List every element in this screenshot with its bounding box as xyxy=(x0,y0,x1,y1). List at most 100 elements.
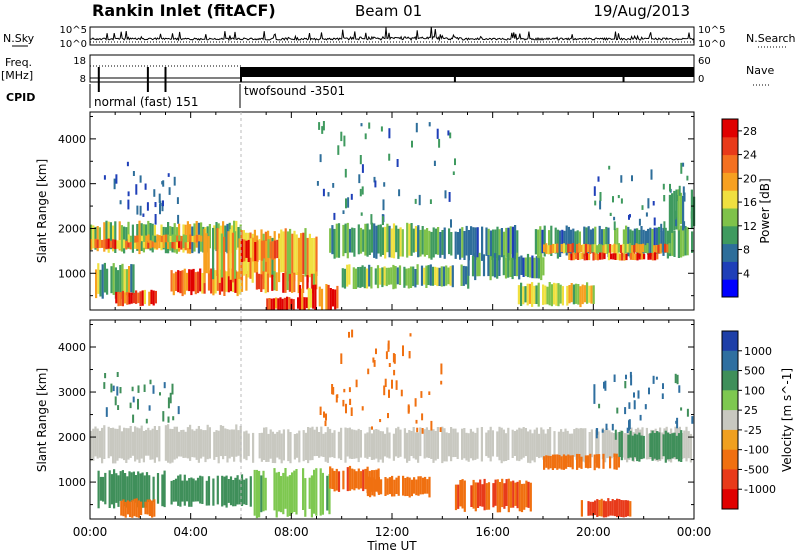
heatmap-cell xyxy=(518,480,521,512)
heatmap-cell xyxy=(579,286,582,308)
heatmap-cell xyxy=(636,434,639,462)
heatmap-cell xyxy=(553,431,556,456)
heatmap-scatter-cell xyxy=(613,374,616,382)
heatmap-scatter-cell xyxy=(683,192,686,202)
heatmap-scatter-cell xyxy=(342,210,345,214)
heatmap-cell xyxy=(243,239,246,262)
heatmap-cell xyxy=(192,478,195,502)
heatmap-cell xyxy=(625,253,628,261)
y-tick-label: 4000 xyxy=(58,341,86,354)
heatmap-cell xyxy=(529,257,532,278)
heatmap-cell xyxy=(565,225,568,256)
heatmap-cell xyxy=(129,235,133,243)
heatmap-cell xyxy=(472,431,475,461)
heatmap-cell xyxy=(143,289,146,305)
heatmap-cell xyxy=(135,290,138,304)
heatmap-cell xyxy=(213,431,216,460)
heatmap-cell xyxy=(600,244,603,253)
power-colorbar-swatch xyxy=(722,154,738,173)
heatmap-cell xyxy=(237,430,240,456)
heatmap-cell xyxy=(659,243,662,254)
heatmap-cell xyxy=(362,469,365,492)
heatmap-cell xyxy=(137,500,140,518)
heatmap-cell xyxy=(129,239,132,250)
heatmap-cell xyxy=(531,433,534,461)
heatmap-scatter-cell xyxy=(628,214,630,220)
heatmap-scatter-cell xyxy=(171,383,174,395)
heatmap-scatter-cell xyxy=(430,420,433,431)
heatmap-cell xyxy=(312,284,315,309)
heatmap-cell xyxy=(375,429,378,459)
velocity-colorbar-swatch xyxy=(722,370,738,391)
heatmap-cell xyxy=(101,264,104,299)
heatmap-cell xyxy=(148,499,151,516)
heatmap-cell xyxy=(514,482,517,506)
heatmap-cell xyxy=(90,239,93,250)
heatmap-cell xyxy=(424,476,427,494)
heatmap-cell xyxy=(108,470,111,508)
heatmap-cell xyxy=(120,431,123,459)
heatmap-scatter-cell xyxy=(135,184,138,195)
heatmap-cell xyxy=(156,473,160,504)
heatmap-cell xyxy=(577,284,580,305)
heatmap-cell xyxy=(99,269,102,297)
heatmap-cell xyxy=(428,476,431,498)
heatmap-cell xyxy=(432,429,435,463)
heatmap-cell xyxy=(560,456,563,470)
heatmap-cell xyxy=(162,234,166,243)
heatmap-cell xyxy=(452,428,455,458)
heatmap-cell xyxy=(545,243,548,254)
heatmap-cell xyxy=(403,266,406,288)
heatmap-cell xyxy=(611,244,614,253)
heatmap-scatter-cell xyxy=(680,407,683,411)
heatmap-cell xyxy=(636,228,639,253)
heatmap-cell xyxy=(156,234,159,242)
heatmap-cell xyxy=(326,475,329,511)
heatmap-scatter-cell xyxy=(154,202,157,208)
heatmap-scatter-cell xyxy=(367,368,370,375)
heatmap-cell xyxy=(533,285,536,304)
heatmap-cell xyxy=(535,256,538,279)
heatmap-cell xyxy=(373,429,376,460)
heatmap-cell xyxy=(434,430,437,461)
heatmap-cell xyxy=(408,223,411,256)
heatmap-cell xyxy=(118,240,121,250)
heatmap-cell xyxy=(269,429,272,459)
heatmap-cell xyxy=(571,433,574,460)
heatmap-cell xyxy=(335,468,338,491)
power-colorbar-tick-label: 12 xyxy=(743,220,757,233)
heatmap-cell xyxy=(144,501,147,515)
heatmap-cell xyxy=(562,243,565,254)
heatmap-cell xyxy=(322,433,325,457)
heatmap-scatter-cell xyxy=(167,397,170,409)
heatmap-cell xyxy=(122,499,125,517)
heatmap-cell xyxy=(496,431,499,457)
heatmap-cell xyxy=(255,272,258,290)
heatmap-cell xyxy=(227,231,230,277)
heatmap-cell xyxy=(441,230,444,255)
heatmap-scatter-cell xyxy=(385,351,388,360)
heatmap-cell xyxy=(500,228,503,258)
heatmap-cell xyxy=(245,430,248,461)
heatmap-cell xyxy=(675,189,678,230)
heatmap-cell xyxy=(512,480,515,508)
heatmap-cell xyxy=(593,244,596,254)
heatmap-cell xyxy=(580,244,583,253)
heatmap-cell xyxy=(331,468,334,489)
heatmap-cell xyxy=(537,256,541,279)
heatmap-scatter-cell xyxy=(637,390,640,399)
heatmap-scatter-cell xyxy=(388,389,390,398)
heatmap-cell xyxy=(232,480,235,507)
heatmap-cell xyxy=(616,253,619,260)
heatmap-scatter-cell xyxy=(421,413,424,421)
heatmap-cell xyxy=(431,266,435,286)
heatmap-cell xyxy=(412,228,415,253)
heatmap-cell xyxy=(642,435,645,459)
heatmap-cell xyxy=(288,273,291,292)
heatmap-cell xyxy=(276,431,279,458)
heatmap-cell xyxy=(275,297,278,309)
heatmap-cell xyxy=(375,469,378,492)
heatmap-cell xyxy=(303,297,306,310)
heatmap-scatter-cell xyxy=(630,375,633,386)
